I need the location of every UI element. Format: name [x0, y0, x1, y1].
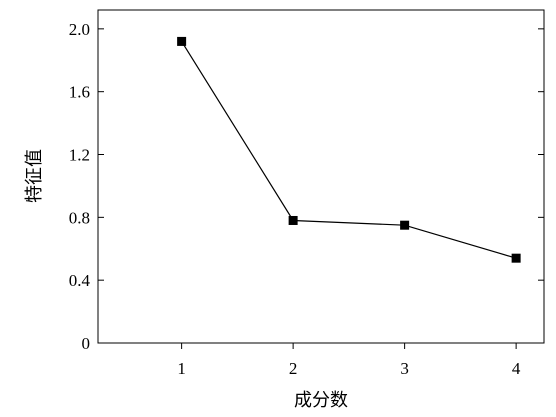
y-axis-title: 特征值 — [24, 149, 45, 203]
x-tick-label: 4 — [512, 359, 521, 378]
y-axis-ticks: 0 0.4 0.8 1.2 1.6 2.0 — [69, 20, 544, 353]
plot-frame — [97, 9, 545, 344]
x-tick-label: 2 — [289, 359, 298, 378]
data-point-marker — [288, 215, 298, 225]
y-tick-label: 1.2 — [69, 146, 90, 165]
series-layer — [177, 36, 521, 263]
data-point-marker — [177, 36, 187, 46]
y-tick-label: 1.6 — [69, 83, 90, 102]
x-axis-title: 成分数 — [294, 390, 348, 411]
series-line — [181, 41, 517, 259]
y-tick-label: 2.0 — [69, 20, 90, 39]
y-tick-label: 0.4 — [69, 271, 91, 290]
x-tick-label: 3 — [400, 359, 409, 378]
y-tick-label: 0.8 — [69, 208, 90, 227]
y-tick-label: 0 — [82, 334, 91, 353]
data-point-marker — [400, 220, 410, 230]
x-tick-label: 1 — [177, 359, 186, 378]
x-axis-ticks: 1 2 3 4 — [177, 343, 521, 378]
data-point-marker — [511, 253, 521, 263]
